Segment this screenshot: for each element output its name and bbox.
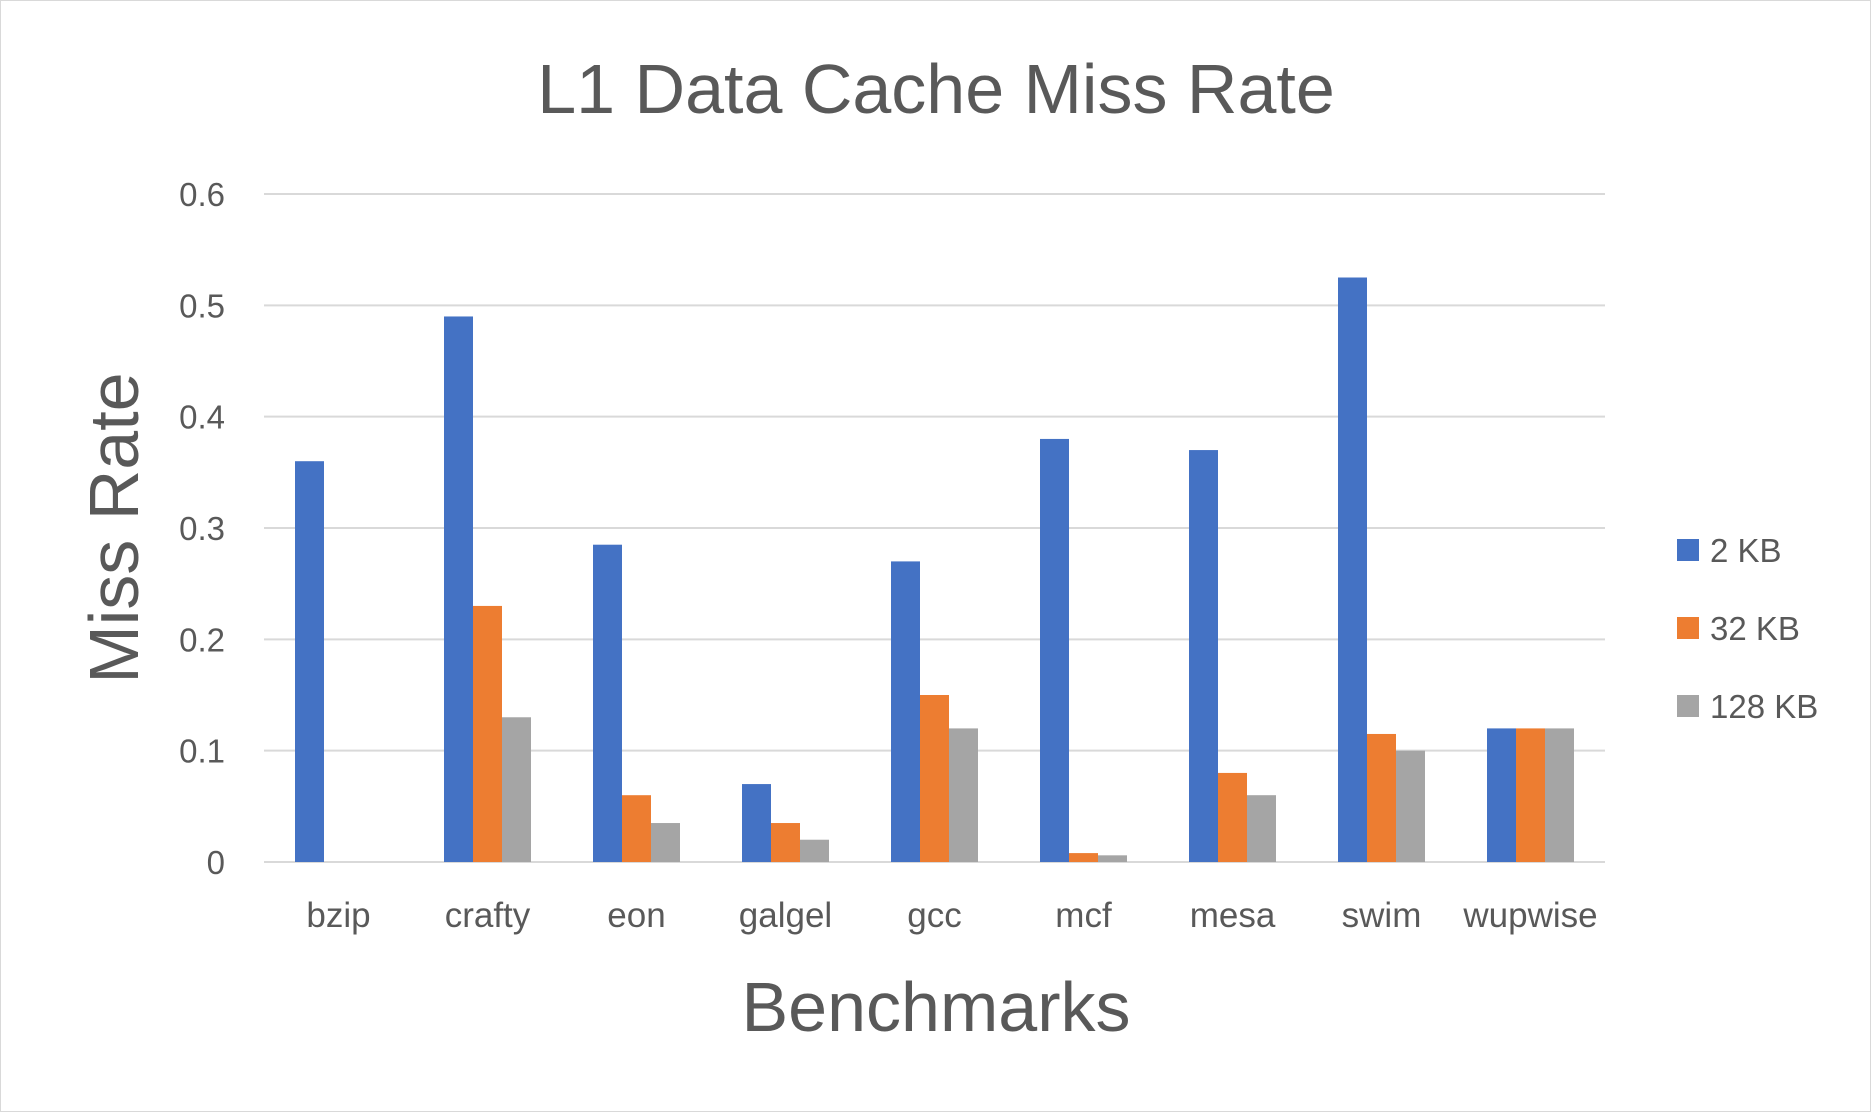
bar-crafty-128kb: [502, 717, 531, 862]
bar-swim-32kb: [1367, 733, 1396, 862]
legend-swatch: [1677, 695, 1699, 717]
y-tick-label: 0.1: [179, 733, 225, 770]
bar-galgel-2kb: [742, 784, 771, 862]
bar-mcf-128kb: [1098, 855, 1127, 862]
bar-gcc-32kb: [920, 695, 949, 862]
x-tick-label: crafty: [445, 896, 531, 935]
legend-swatch: [1677, 617, 1699, 639]
y-tick-label: 0: [207, 844, 225, 881]
legend-label: 128 KB: [1710, 688, 1818, 725]
x-tick-label: swim: [1342, 896, 1422, 935]
y-tick-label: 0.6: [179, 176, 225, 213]
bar-mesa-32kb: [1218, 772, 1247, 862]
y-tick-label: 0.5: [179, 287, 225, 324]
y-tick-label: 0.4: [179, 399, 225, 436]
bar-mcf-32kb: [1069, 853, 1098, 862]
bar-galgel-128kb: [800, 839, 829, 862]
bar-mcf-2kb: [1040, 438, 1069, 862]
bar-gcc-128kb: [949, 728, 978, 862]
bar-eon-128kb: [651, 823, 680, 862]
bar-crafty-32kb: [473, 605, 502, 862]
chart-title: L1 Data Cache Miss Rate: [537, 50, 1335, 128]
legend: 2 KB 32 KB 128 KB: [1677, 532, 1818, 725]
y-axis-title: Miss Rate: [75, 372, 153, 683]
bar-bzip-2kb: [295, 461, 324, 862]
bar-swim-2kb: [1338, 277, 1367, 862]
bar-eon-2kb: [593, 544, 622, 862]
x-tick-label: galgel: [739, 896, 832, 935]
x-axis-ticks: bzip crafty eon galgel gcc mcf mesa swim wupwise: [306, 896, 1597, 935]
bar-wupwise-2kb: [1487, 728, 1516, 862]
y-tick-label: 0.2: [179, 621, 225, 658]
bar-wupwise-32kb: [1516, 728, 1545, 862]
bar-wupwise-128kb: [1545, 728, 1574, 862]
x-axis-title: Benchmarks: [741, 968, 1130, 1046]
x-tick-label: mesa: [1190, 896, 1276, 935]
bar-mesa-128kb: [1247, 795, 1276, 862]
legend-label: 2 KB: [1710, 532, 1782, 569]
x-tick-label: eon: [607, 896, 665, 935]
x-tick-label: mcf: [1055, 896, 1112, 935]
bar-eon-32kb: [622, 795, 651, 862]
y-tick-label: 0.3: [179, 510, 225, 547]
bar-gcc-2kb: [891, 561, 920, 862]
bar-galgel-32kb: [771, 823, 800, 862]
x-tick-label: wupwise: [1462, 896, 1597, 935]
bar-crafty-2kb: [444, 316, 473, 862]
bar-swim-128kb: [1396, 750, 1425, 862]
legend-label: 32 KB: [1710, 610, 1800, 647]
x-tick-label: gcc: [907, 896, 961, 935]
y-axis-ticks: 0 0.1 0.2 0.3 0.4 0.5 0.6: [179, 176, 225, 881]
bars: [295, 277, 1574, 862]
legend-swatch: [1677, 539, 1699, 561]
bar-mesa-2kb: [1189, 450, 1218, 862]
x-tick-label: bzip: [306, 896, 370, 935]
